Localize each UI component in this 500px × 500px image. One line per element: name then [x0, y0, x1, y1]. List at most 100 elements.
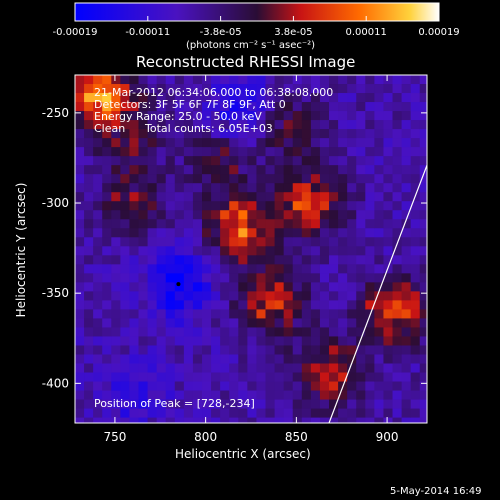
heatmap-cell	[229, 165, 239, 175]
heatmap-cell	[75, 237, 85, 247]
heatmap-cell	[292, 255, 303, 265]
heatmap-cell	[283, 210, 294, 220]
heatmap-cell	[238, 300, 248, 310]
heatmap-cell	[329, 291, 339, 301]
heatmap-cell	[374, 111, 384, 121]
heatmap-cell	[111, 237, 121, 247]
heatmap-cell	[310, 255, 321, 265]
heatmap-cell	[238, 309, 248, 319]
heatmap-cell	[147, 264, 158, 274]
heatmap-cell	[310, 183, 321, 193]
heatmap-cell	[202, 399, 212, 409]
heatmap-cell	[319, 345, 330, 355]
heatmap-cell	[265, 354, 275, 364]
heatmap-cell	[383, 93, 393, 103]
heatmap-cell	[129, 111, 139, 121]
heatmap-cell	[356, 75, 366, 85]
heatmap-cell	[329, 192, 339, 202]
heatmap-cell	[84, 156, 94, 166]
heatmap-cell	[256, 336, 266, 346]
heatmap-cell	[401, 336, 412, 346]
heatmap-cell	[84, 174, 94, 184]
heatmap-cell	[174, 120, 185, 130]
heatmap-cell	[292, 372, 303, 382]
heatmap-cell	[274, 156, 285, 166]
heatmap-cell	[93, 318, 103, 328]
heatmap-cell	[102, 147, 112, 157]
heatmap-cell	[392, 291, 402, 301]
heatmap-cell	[401, 390, 412, 400]
heatmap-cell	[102, 192, 112, 202]
heatmap-cell	[274, 147, 285, 157]
heatmap-cell	[347, 147, 357, 157]
heatmap-cell	[319, 363, 330, 373]
heatmap-cell	[392, 174, 402, 184]
heatmap-cell	[265, 219, 275, 229]
heatmap-cell	[202, 165, 212, 175]
heatmap-cell	[192, 246, 203, 256]
heatmap-cell	[383, 237, 393, 247]
heatmap-cell	[156, 93, 167, 103]
heatmap-cell	[147, 129, 158, 139]
heatmap-cell	[229, 327, 239, 337]
heatmap-cell	[138, 327, 148, 337]
heatmap-cell	[347, 282, 357, 292]
heatmap-cell	[283, 300, 294, 310]
heatmap-cell	[111, 273, 121, 283]
heatmap-cell	[93, 93, 103, 103]
heatmap-cell	[338, 156, 348, 166]
heatmap-cell	[138, 138, 148, 148]
heatmap-cell	[111, 138, 121, 148]
heatmap-cell	[319, 282, 330, 292]
heatmap-cell	[256, 237, 266, 247]
heatmap-cell	[365, 120, 375, 130]
heatmap-cell	[365, 183, 375, 193]
heatmap-cell	[329, 165, 339, 175]
heatmap-cell	[156, 327, 167, 337]
heatmap-cell	[347, 309, 357, 319]
heatmap-cell	[247, 102, 257, 112]
heatmap-cell	[410, 273, 421, 283]
heatmap-cell	[75, 372, 85, 382]
heatmap-cell	[256, 102, 266, 112]
heatmap-cell	[338, 264, 348, 274]
heatmap-cell	[111, 417, 121, 423]
heatmap-cell	[93, 381, 103, 391]
heatmap-cell	[183, 219, 194, 229]
heatmap-cell	[229, 336, 239, 346]
heatmap-cell	[383, 219, 393, 229]
heatmap-cell	[301, 318, 312, 328]
heatmap-cell	[229, 381, 239, 391]
heatmap-cell	[301, 417, 312, 423]
heatmap-cell	[419, 84, 427, 94]
heatmap-cell	[111, 291, 121, 301]
heatmap-cell	[319, 255, 330, 265]
heatmap-cell	[283, 192, 294, 202]
heatmap-cell	[283, 309, 294, 319]
heatmap-cell	[356, 408, 366, 418]
heatmap-cell	[202, 327, 212, 337]
heatmap-cell	[392, 156, 402, 166]
heatmap-cell	[374, 120, 384, 130]
heatmap-cell	[347, 327, 357, 337]
heatmap-cell	[356, 93, 366, 103]
heatmap-cell	[283, 165, 294, 175]
heatmap-cell	[401, 345, 412, 355]
heatmap-cell	[156, 264, 167, 274]
heatmap-cell	[365, 336, 375, 346]
heatmap-cell	[102, 246, 112, 256]
heatmap-cell	[120, 399, 130, 409]
heatmap-cell	[383, 75, 393, 85]
heatmap-cell	[211, 165, 221, 175]
heatmap-cell	[383, 246, 393, 256]
heatmap-cell	[410, 336, 421, 346]
heatmap-cell	[120, 372, 130, 382]
heatmap-cell	[374, 138, 384, 148]
heatmap-cell	[138, 210, 148, 220]
heatmap-cell	[238, 372, 248, 382]
heatmap-cell	[192, 165, 203, 175]
heatmap-cell	[356, 309, 366, 319]
heatmap-cell	[247, 219, 257, 229]
heatmap-cell	[93, 336, 103, 346]
heatmap-cell	[356, 174, 366, 184]
